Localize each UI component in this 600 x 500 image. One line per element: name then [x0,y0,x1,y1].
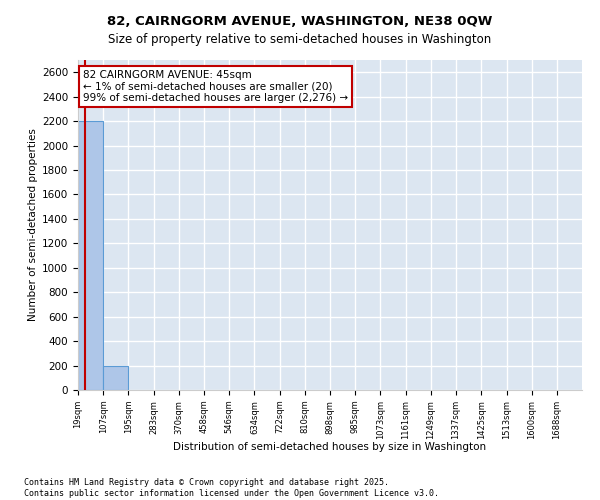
X-axis label: Distribution of semi-detached houses by size in Washington: Distribution of semi-detached houses by … [173,442,487,452]
Bar [103,366,128,390]
Bar [78,121,103,390]
Text: Size of property relative to semi-detached houses in Washington: Size of property relative to semi-detach… [109,32,491,46]
Text: 82, CAIRNGORM AVENUE, WASHINGTON, NE38 0QW: 82, CAIRNGORM AVENUE, WASHINGTON, NE38 0… [107,15,493,28]
Text: 82 CAIRNGORM AVENUE: 45sqm
← 1% of semi-detached houses are smaller (20)
99% of : 82 CAIRNGORM AVENUE: 45sqm ← 1% of semi-… [83,70,348,103]
Text: Contains HM Land Registry data © Crown copyright and database right 2025.
Contai: Contains HM Land Registry data © Crown c… [24,478,439,498]
Y-axis label: Number of semi-detached properties: Number of semi-detached properties [28,128,38,322]
